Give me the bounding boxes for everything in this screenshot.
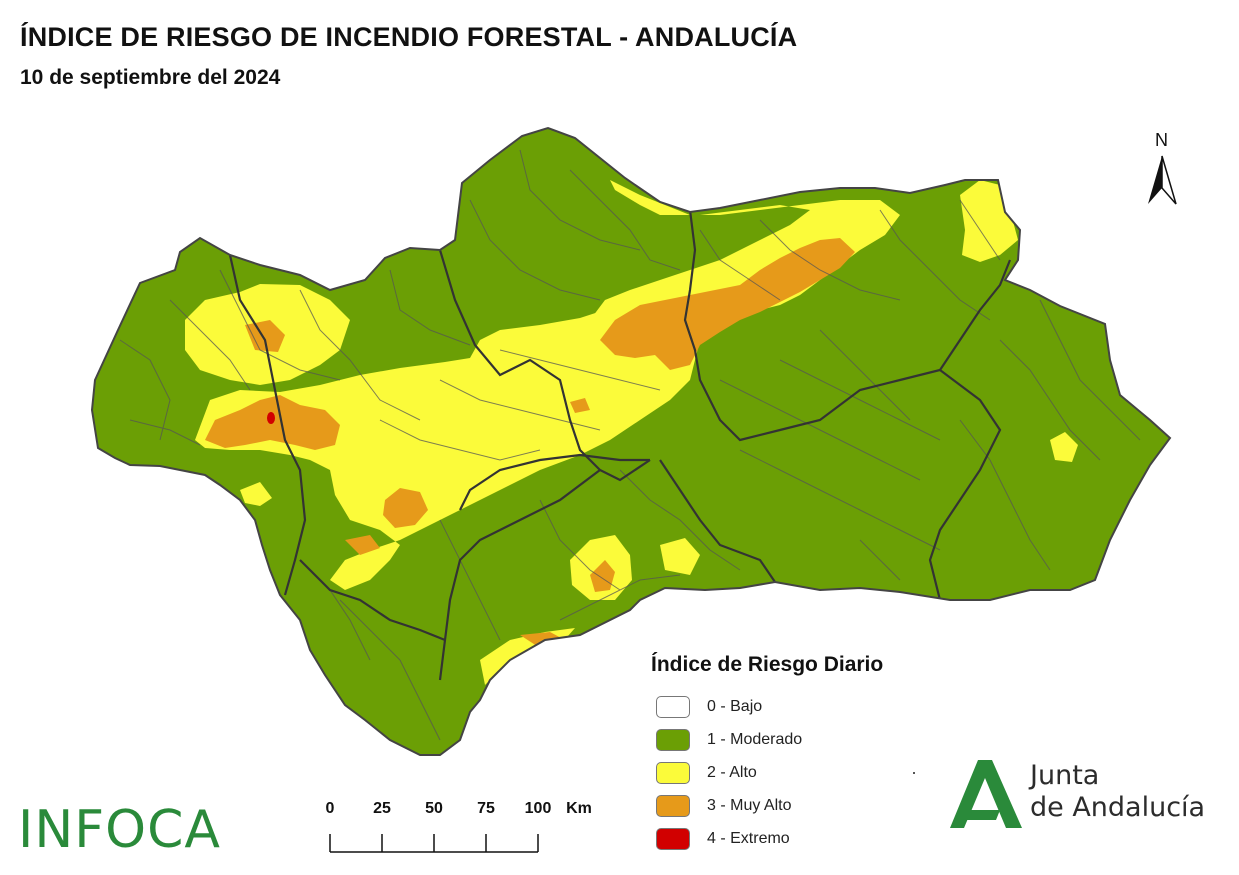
legend-swatch-bajo bbox=[656, 695, 690, 718]
zone-muyalto-costa bbox=[520, 632, 565, 648]
scale-unit: Km bbox=[566, 800, 592, 817]
legend-label: 0 - Bajo bbox=[707, 697, 763, 715]
scale-tick-label: 25 bbox=[373, 800, 391, 817]
scale-tick-label: 100 bbox=[524, 800, 552, 817]
legend-item-moderado: 1 - Moderado bbox=[651, 723, 951, 756]
legend-label: 3 - Muy Alto bbox=[707, 796, 792, 814]
junta-de-andalucia-logo: Junta de Andalucía bbox=[948, 756, 1218, 836]
legend-item-extremo: 4 - Extremo bbox=[651, 822, 951, 855]
zone-alto-huelva-sur bbox=[240, 482, 272, 506]
legend-item-alto: 2 - Alto bbox=[651, 756, 951, 789]
legend-swatch-extremo bbox=[656, 827, 690, 850]
legend-label: 4 - Extremo bbox=[707, 829, 790, 847]
legend-swatch-muy-alto bbox=[656, 794, 690, 817]
legend-swatch-alto bbox=[656, 761, 690, 784]
legend-label: 1 - Moderado bbox=[707, 730, 803, 748]
zone-alto-malaga-este bbox=[660, 538, 700, 575]
junta-text-line1: Junta bbox=[1030, 760, 1100, 791]
risk-zones bbox=[119, 149, 1141, 741]
junta-text-line2: de Andalucía bbox=[1030, 792, 1206, 823]
map-title: ÍNDICE DE RIESGO DE INCENDIO FORESTAL - … bbox=[20, 22, 798, 52]
zone-muyalto-sevilla-sur bbox=[383, 488, 428, 528]
junta-emblem-icon bbox=[950, 760, 1022, 828]
map-dot bbox=[913, 772, 915, 774]
legend-item-muy-alto: 3 - Muy Alto bbox=[651, 789, 951, 822]
legend-title: Índice de Riesgo Diario bbox=[651, 653, 884, 676]
zone-alto-sevilla bbox=[195, 285, 700, 590]
scale-tick-label: 50 bbox=[425, 800, 443, 817]
map-date: 10 de septiembre del 2024 bbox=[20, 66, 281, 89]
zone-extremo bbox=[267, 412, 275, 424]
scale-tick-label: 75 bbox=[477, 800, 495, 817]
zone-alto-almeria bbox=[1050, 432, 1078, 462]
zone-muyalto-cordoba bbox=[570, 398, 590, 413]
north-arrow-icon bbox=[1148, 155, 1177, 205]
legend: Índice de Riesgo Diario 0 - Bajo 1 - Mod… bbox=[651, 653, 951, 855]
legend-label: 2 - Alto bbox=[707, 763, 757, 781]
zone-muyalto-malaga bbox=[590, 560, 615, 592]
zone-muyalto-jaen bbox=[600, 238, 855, 370]
infoca-logo: INFOCA bbox=[18, 800, 221, 860]
scale-tick-label: 0 bbox=[325, 800, 335, 817]
province-borders bbox=[228, 209, 1012, 681]
zone-muyalto-cadiz bbox=[345, 535, 380, 555]
legend-item-bajo: 0 - Bajo bbox=[651, 690, 951, 723]
scale-bar-graphic bbox=[329, 834, 539, 853]
scale-bar: 0 25 50 75 100 Km bbox=[320, 800, 620, 860]
north-label: N bbox=[1155, 130, 1168, 150]
zone-muyalto-huelva bbox=[245, 320, 285, 352]
legend-swatch-moderado bbox=[656, 728, 690, 751]
